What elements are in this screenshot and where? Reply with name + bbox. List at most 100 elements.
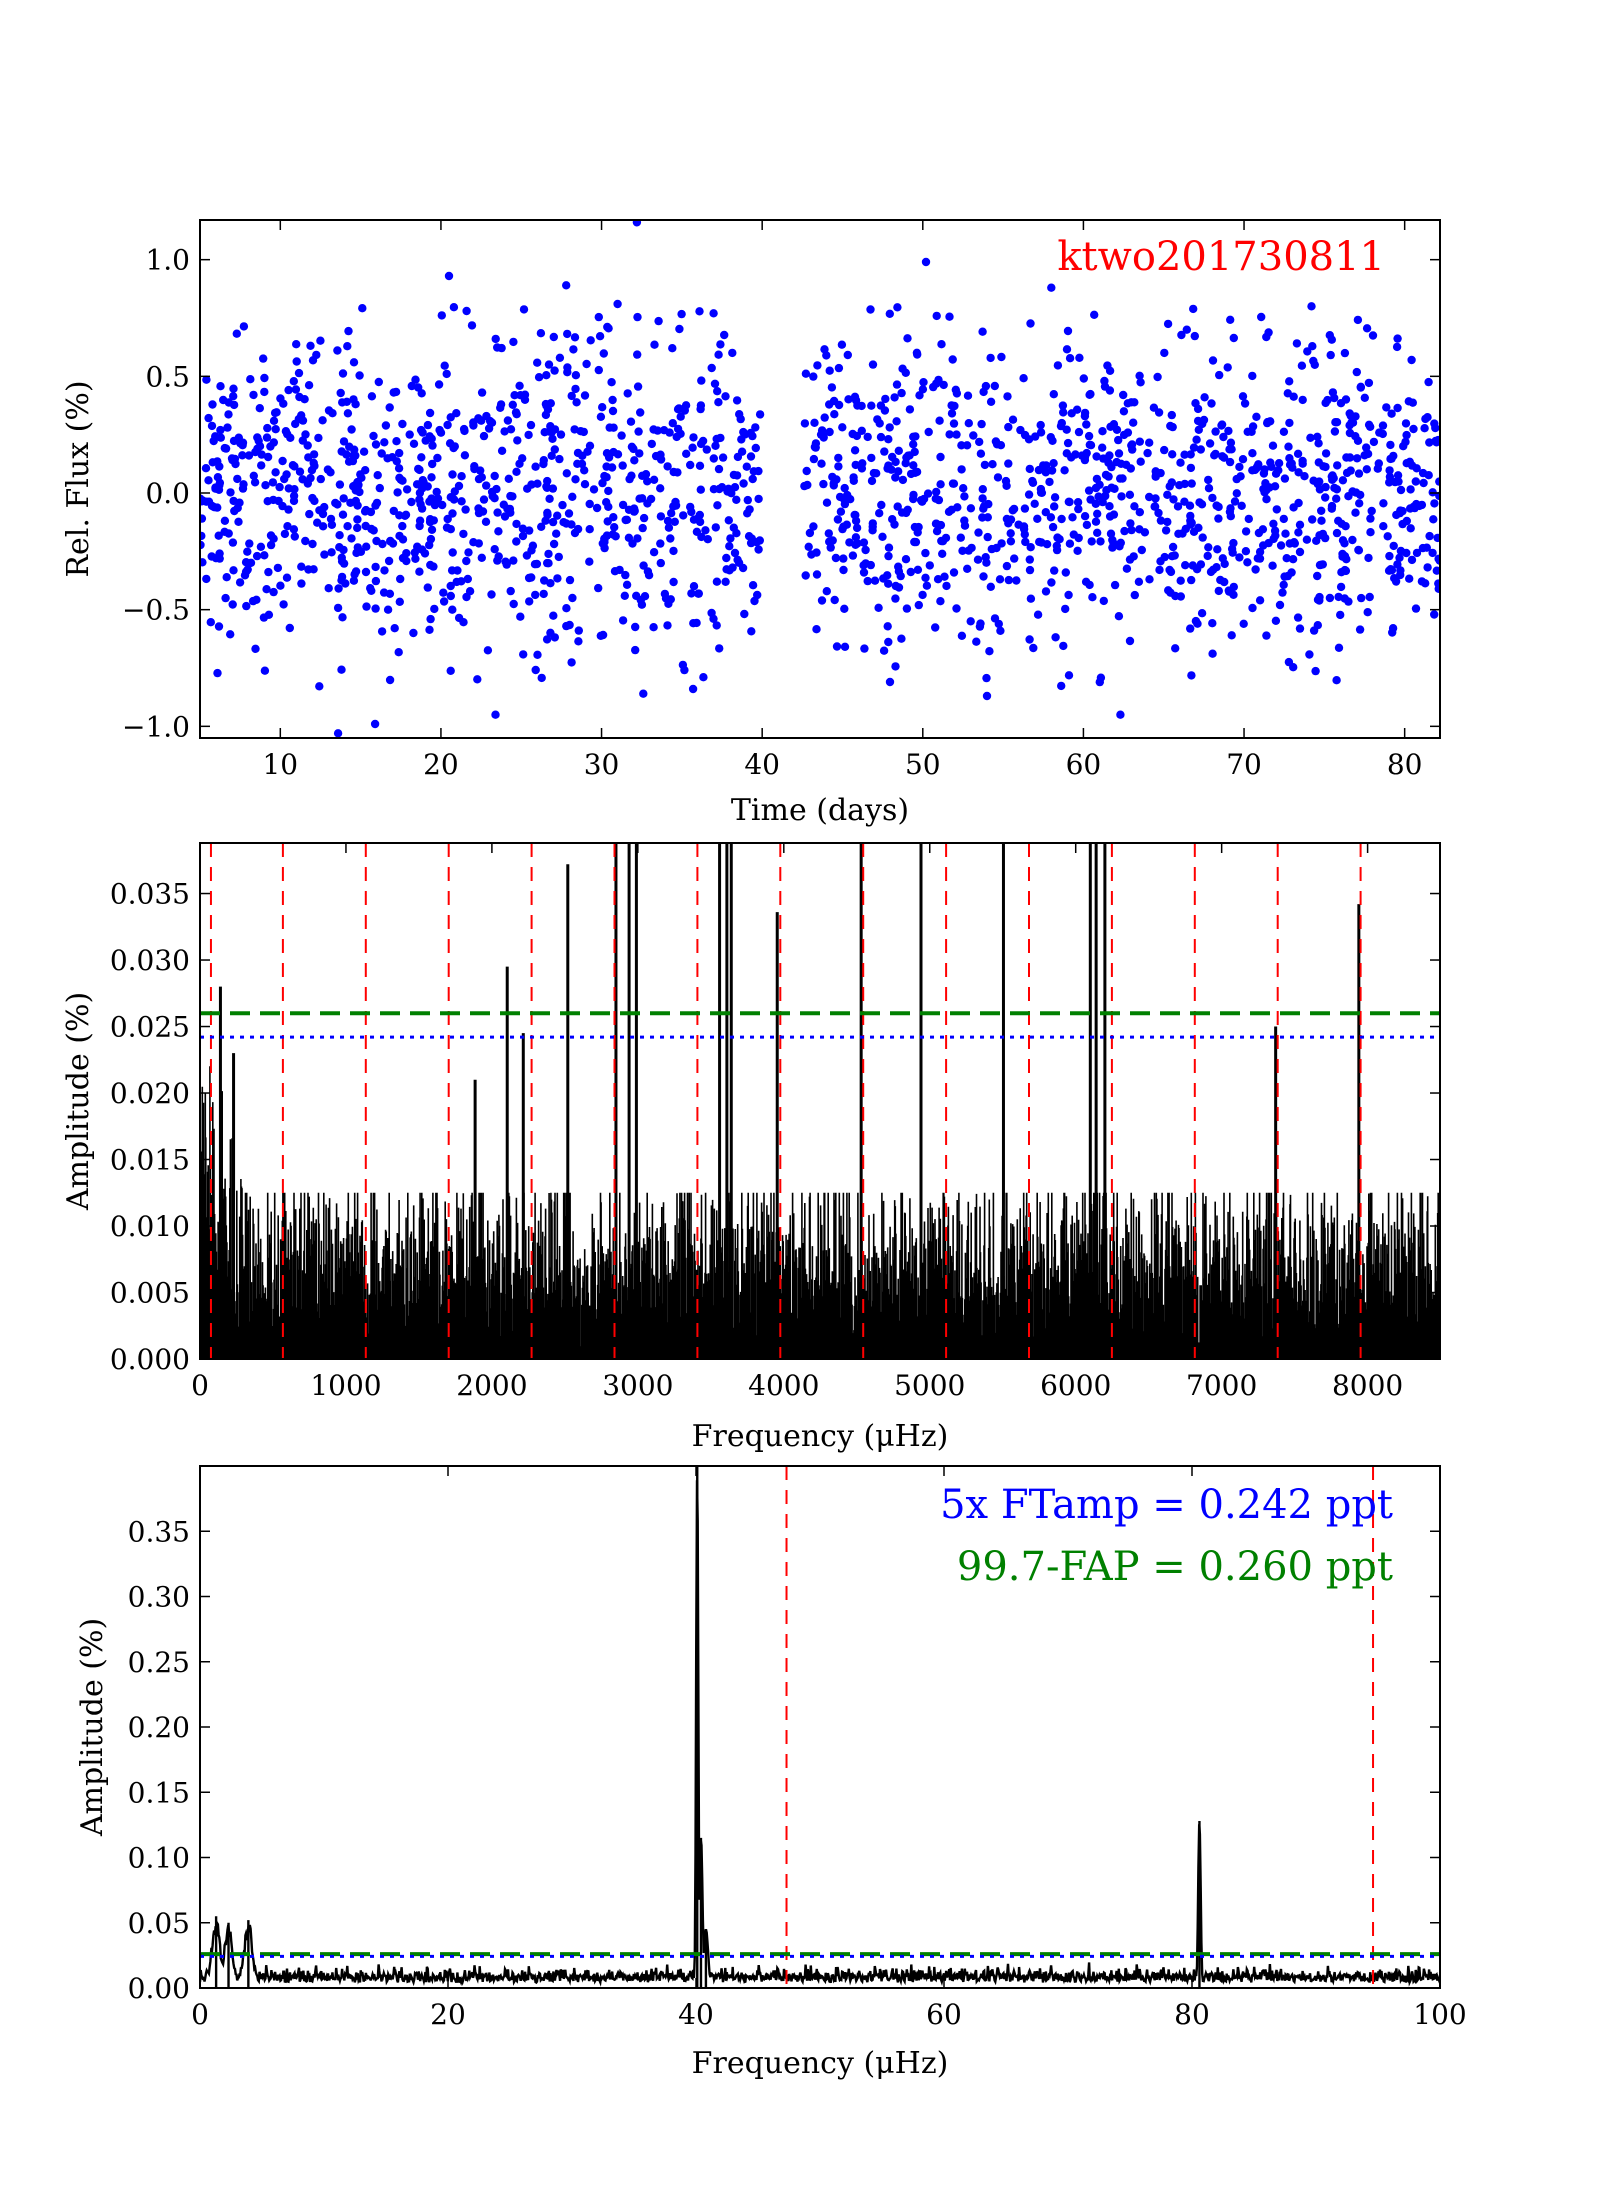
flux-point [571, 475, 580, 484]
flux-point [366, 507, 376, 517]
flux-point [425, 625, 434, 634]
flux-point [483, 646, 493, 655]
flux-point [269, 587, 278, 597]
flux-point [309, 450, 319, 459]
flux-point [268, 478, 278, 487]
flux-point [654, 316, 663, 326]
flux-point [1285, 460, 1295, 469]
flux-point [716, 340, 725, 349]
flux-point [985, 647, 994, 656]
flux-point [929, 382, 938, 392]
flux-point [1135, 437, 1145, 446]
flux-point [292, 340, 301, 349]
flux-point [347, 425, 356, 434]
flux-point [542, 635, 552, 644]
flux-point [1156, 516, 1166, 525]
flux-point [204, 476, 213, 485]
flux-point [906, 567, 915, 577]
flux-point [901, 368, 910, 377]
flux-point [618, 500, 628, 510]
flux-point [537, 673, 546, 683]
flux-point [227, 454, 237, 463]
flux-point [574, 637, 583, 646]
flux-point [947, 401, 956, 410]
flux-point [1224, 426, 1233, 436]
flux-point [518, 524, 528, 533]
flux-point [518, 531, 528, 541]
flux-point [952, 604, 961, 613]
flux-point [1010, 554, 1019, 563]
flux-point [1378, 429, 1388, 439]
light-curve-frame [199, 219, 1441, 739]
flux-point [663, 621, 672, 630]
flux-point [840, 483, 849, 493]
flux-point [1396, 546, 1406, 556]
flux-point [1321, 493, 1330, 502]
flux-point [592, 503, 602, 513]
flux-point [861, 545, 870, 555]
y-tick-label: 0.000 [110, 1343, 190, 1376]
flux-point [1340, 552, 1350, 561]
flux-point [721, 577, 730, 586]
flux-point [1389, 541, 1398, 551]
flux-point [1393, 403, 1402, 413]
flux-point [556, 430, 566, 439]
y-tick-label: 0.010 [110, 1210, 190, 1243]
flux-point [1295, 520, 1305, 529]
flux-point [839, 554, 848, 563]
flux-point [574, 626, 583, 635]
flux-point [890, 393, 899, 402]
flux-point [531, 462, 540, 471]
flux-point [1227, 544, 1237, 554]
flux-point [733, 452, 743, 462]
flux-point [415, 488, 425, 498]
flux-point [343, 409, 353, 418]
flux-point [531, 665, 540, 675]
flux-point [347, 534, 356, 543]
flux-point [543, 508, 552, 517]
flux-point [1036, 420, 1045, 430]
flux-point [549, 611, 558, 620]
flux-point [239, 322, 249, 331]
flux-point [1025, 464, 1035, 474]
flux-point [233, 474, 242, 484]
flux-point [811, 439, 821, 448]
flux-point [1059, 641, 1068, 651]
flux-point [1129, 418, 1138, 427]
flux-point [724, 516, 733, 525]
flux-point [1002, 514, 1012, 524]
flux-point [608, 406, 618, 416]
flux-point [1180, 497, 1189, 506]
flux-point [1160, 445, 1169, 455]
flux-point [689, 433, 698, 442]
flux-point [342, 450, 351, 459]
flux-point [608, 395, 617, 405]
flux-point [880, 447, 889, 456]
flux-point [1156, 468, 1165, 478]
flux-point [362, 602, 371, 611]
flux-point [893, 502, 902, 511]
flux-point [380, 566, 389, 575]
x-tick-label: 20 [430, 1998, 466, 2031]
flux-point [344, 326, 353, 336]
flux-point [1354, 545, 1363, 555]
flux-point [395, 448, 404, 458]
flux-point [338, 369, 348, 378]
flux-point [567, 391, 576, 401]
flux-point [1315, 485, 1325, 494]
flux-point [462, 592, 471, 602]
flux-point [271, 468, 280, 477]
flux-point [667, 509, 676, 518]
flux-point [448, 470, 457, 479]
flux-point [283, 429, 292, 439]
flux-point [541, 410, 551, 420]
flux-point [582, 359, 591, 369]
flux-point [1232, 489, 1242, 498]
flux-point [295, 467, 305, 476]
flux-point [978, 327, 987, 336]
flux-point [1190, 331, 1200, 341]
flux-point [510, 391, 519, 400]
flux-point [1406, 524, 1415, 533]
flux-point [1200, 393, 1209, 402]
flux-point [398, 419, 407, 429]
